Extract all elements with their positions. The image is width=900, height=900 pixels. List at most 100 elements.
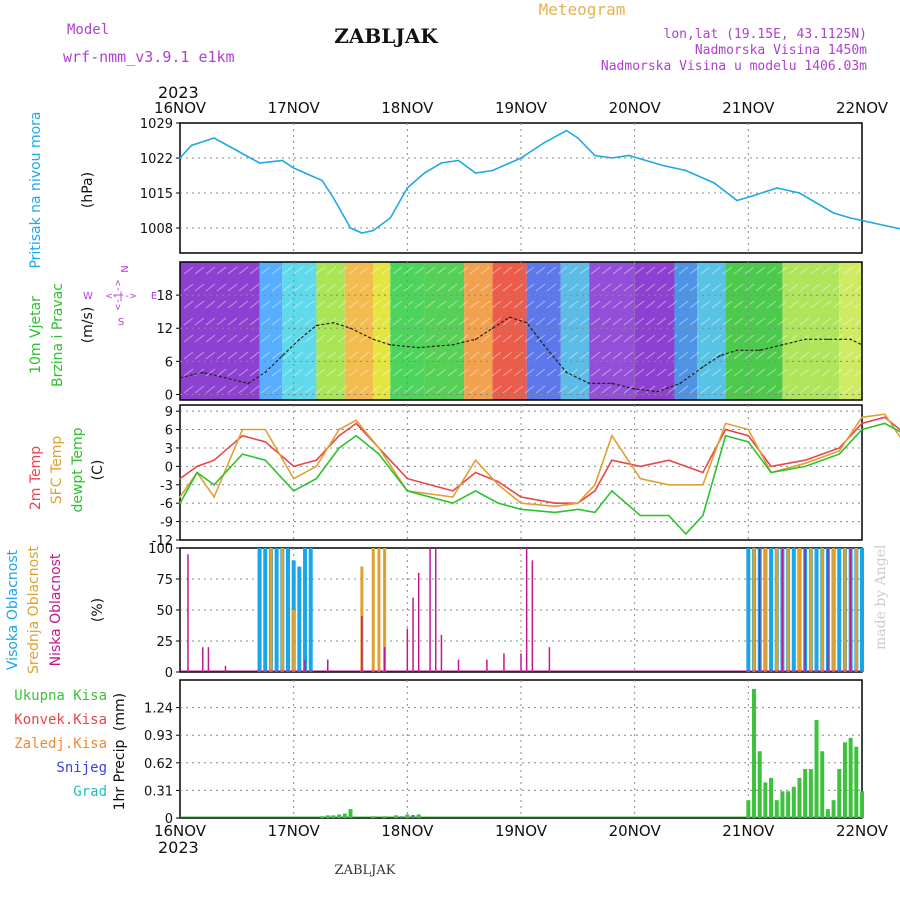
bar-niska — [201, 647, 204, 672]
data-point — [190, 144, 193, 147]
data-point — [747, 428, 750, 431]
bar-srednja — [854, 548, 858, 672]
wind-arrow — [348, 300, 359, 309]
data-point — [577, 137, 579, 139]
y-tick-label: 18 — [156, 289, 173, 304]
data-point — [554, 505, 556, 508]
wind-arrow — [700, 266, 711, 275]
data-point — [298, 338, 301, 341]
wind-arrow — [282, 317, 293, 326]
wind-arrow — [689, 317, 700, 326]
bar-ukupna-kisa — [763, 782, 768, 818]
wind-arrow — [766, 266, 777, 275]
wind-arrow — [469, 283, 480, 292]
bar-visoka — [746, 548, 751, 672]
wind-arrow — [546, 300, 557, 309]
wind-arrow — [711, 317, 722, 326]
wind-arrow — [502, 334, 513, 343]
wind-arrow — [821, 334, 832, 343]
data-point — [594, 490, 596, 492]
wind-arrow — [480, 317, 491, 326]
data-point — [861, 416, 863, 419]
bar-ukupna-kisa — [405, 814, 410, 818]
compass-east-label: E — [151, 291, 157, 302]
wind-arrow — [491, 368, 502, 377]
wind-arrow — [777, 283, 788, 292]
wind-arrow — [678, 351, 689, 360]
wind-arrow — [260, 317, 271, 326]
wind-arrow — [623, 300, 634, 309]
data-point — [179, 477, 181, 480]
wind-arrow — [414, 385, 425, 394]
credit-watermark: made by Angel — [873, 544, 889, 650]
wind-arrow — [623, 317, 634, 326]
data-point — [770, 471, 772, 474]
wind-arrow — [502, 300, 513, 309]
wind-arrow — [788, 334, 799, 343]
wind-arrow — [480, 283, 491, 292]
wind-arrow — [601, 334, 612, 343]
wind-arrow — [238, 334, 249, 343]
wind-arrow — [832, 334, 843, 343]
wind-arrow — [370, 385, 381, 394]
data-point — [241, 428, 244, 431]
compass-horizontal-arrow: <-|-> — [106, 291, 136, 302]
data-point — [667, 483, 670, 486]
wind-arrow — [810, 266, 821, 275]
wind-arrow — [205, 283, 216, 292]
wind-arrow — [216, 385, 227, 394]
wind-arrow — [260, 385, 271, 394]
wind-axis-label-1: 10m Vjetar — [28, 296, 44, 374]
wind-arrow — [348, 351, 359, 360]
wind-arrow — [315, 368, 326, 377]
bar-niska — [520, 653, 522, 672]
wind-arrow — [436, 283, 447, 292]
data-point — [804, 338, 806, 341]
wind-arrow — [744, 385, 755, 394]
wind-arrow — [799, 283, 810, 292]
wind-arrow — [656, 351, 667, 360]
wind-arrow — [260, 351, 271, 360]
data-point — [201, 371, 204, 374]
cloud-mid-axis-label: Srednja Oblacnost — [26, 546, 42, 674]
wind-arrow — [524, 283, 535, 292]
wind-arrow — [722, 300, 733, 309]
wind-arrow — [568, 283, 579, 292]
data-point — [406, 187, 409, 189]
wind-arrow — [799, 368, 810, 377]
wind-arrow — [480, 300, 491, 309]
data-point — [753, 194, 755, 197]
wind-arrow — [326, 300, 337, 309]
wind-arrow — [425, 385, 436, 394]
data-point — [838, 450, 841, 452]
wind-arrow — [722, 317, 733, 326]
wind-arrow — [370, 300, 381, 309]
wind-arrow — [260, 283, 271, 292]
wind-arrow — [282, 368, 293, 377]
wind-arrow — [766, 300, 777, 309]
wind-arrow — [777, 368, 788, 377]
wind-arrow — [183, 368, 194, 377]
wind-arrow — [271, 266, 282, 275]
wind-arrow — [392, 317, 403, 326]
wind-arrow — [403, 300, 414, 309]
data-point — [525, 321, 528, 324]
wind-arrow — [436, 266, 447, 275]
wind-arrow — [502, 368, 513, 377]
wind-arrow — [359, 351, 370, 360]
model-elevation-text: Nadmorska Visina u modelu 1406.03m — [601, 59, 867, 74]
wind-arrow — [271, 385, 282, 394]
data-point — [452, 490, 454, 492]
bar-ukupna-kisa — [752, 688, 757, 818]
wind-arrow — [425, 300, 436, 309]
wind-arrow — [601, 385, 612, 394]
data-point — [667, 459, 670, 462]
wind-arrow — [205, 351, 216, 360]
data-point — [542, 142, 545, 144]
wind-arrow — [546, 385, 557, 394]
bar-niska — [758, 548, 761, 672]
y-tick-label: 6 — [165, 424, 173, 439]
bar-niska — [429, 548, 431, 672]
wind-arrow — [535, 385, 546, 394]
data-point — [883, 422, 886, 425]
